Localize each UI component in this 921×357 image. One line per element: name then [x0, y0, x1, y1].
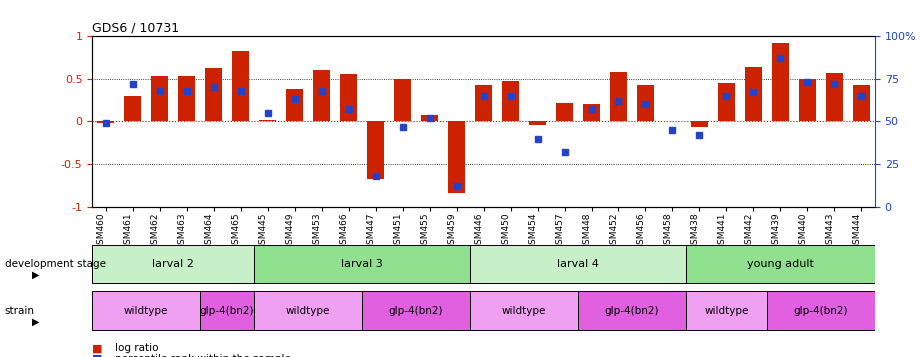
- Bar: [341, 74, 356, 121]
- FancyBboxPatch shape: [200, 291, 254, 330]
- FancyBboxPatch shape: [470, 291, 578, 330]
- Text: ▶: ▶: [32, 270, 40, 280]
- Text: wildtype: wildtype: [705, 306, 749, 316]
- Bar: [422, 115, 437, 121]
- Text: percentile rank within the sample: percentile rank within the sample: [115, 354, 291, 357]
- Text: larval 2: larval 2: [152, 259, 194, 269]
- FancyBboxPatch shape: [470, 245, 686, 283]
- FancyBboxPatch shape: [767, 291, 875, 330]
- Text: glp-4(bn2): glp-4(bn2): [605, 306, 659, 316]
- FancyBboxPatch shape: [92, 291, 200, 330]
- Bar: [718, 83, 735, 121]
- Bar: [151, 76, 168, 121]
- Text: glp-4(bn2): glp-4(bn2): [389, 306, 443, 316]
- Bar: [449, 121, 464, 193]
- Text: log ratio: log ratio: [115, 343, 158, 353]
- Bar: [530, 121, 545, 125]
- Text: larval 4: larval 4: [557, 259, 599, 269]
- Bar: [124, 96, 141, 121]
- Bar: [394, 79, 411, 121]
- FancyBboxPatch shape: [686, 245, 875, 283]
- FancyBboxPatch shape: [92, 245, 254, 283]
- FancyBboxPatch shape: [686, 291, 767, 330]
- Bar: [475, 85, 492, 121]
- Bar: [854, 85, 869, 121]
- Text: ■: ■: [92, 354, 102, 357]
- Bar: [260, 120, 275, 121]
- Text: wildtype: wildtype: [286, 306, 331, 316]
- FancyBboxPatch shape: [578, 291, 686, 330]
- Bar: [313, 70, 330, 121]
- Bar: [826, 72, 843, 121]
- Text: ■: ■: [92, 343, 102, 353]
- Bar: [773, 42, 788, 121]
- Bar: [692, 121, 707, 127]
- Text: young adult: young adult: [747, 259, 814, 269]
- Text: wildtype: wildtype: [502, 306, 546, 316]
- Bar: [286, 89, 303, 121]
- Bar: [232, 51, 249, 121]
- Bar: [637, 85, 654, 121]
- Bar: [367, 121, 384, 179]
- Bar: [205, 68, 222, 121]
- FancyBboxPatch shape: [254, 291, 362, 330]
- Text: wildtype: wildtype: [124, 306, 169, 316]
- Text: glp-4(bn2): glp-4(bn2): [794, 306, 848, 316]
- Text: glp-4(bn2): glp-4(bn2): [200, 306, 254, 316]
- FancyBboxPatch shape: [254, 245, 470, 283]
- Bar: [98, 121, 113, 123]
- Bar: [583, 104, 600, 121]
- FancyBboxPatch shape: [362, 291, 470, 330]
- Bar: [745, 67, 762, 121]
- Bar: [611, 72, 626, 121]
- Bar: [799, 79, 816, 121]
- Bar: [556, 102, 573, 121]
- Text: larval 3: larval 3: [341, 259, 383, 269]
- Text: strain: strain: [5, 306, 35, 316]
- Bar: [503, 81, 519, 121]
- Text: development stage: development stage: [5, 259, 106, 269]
- Bar: [179, 76, 194, 121]
- Text: GDS6 / 10731: GDS6 / 10731: [92, 21, 180, 35]
- Text: ▶: ▶: [32, 316, 40, 326]
